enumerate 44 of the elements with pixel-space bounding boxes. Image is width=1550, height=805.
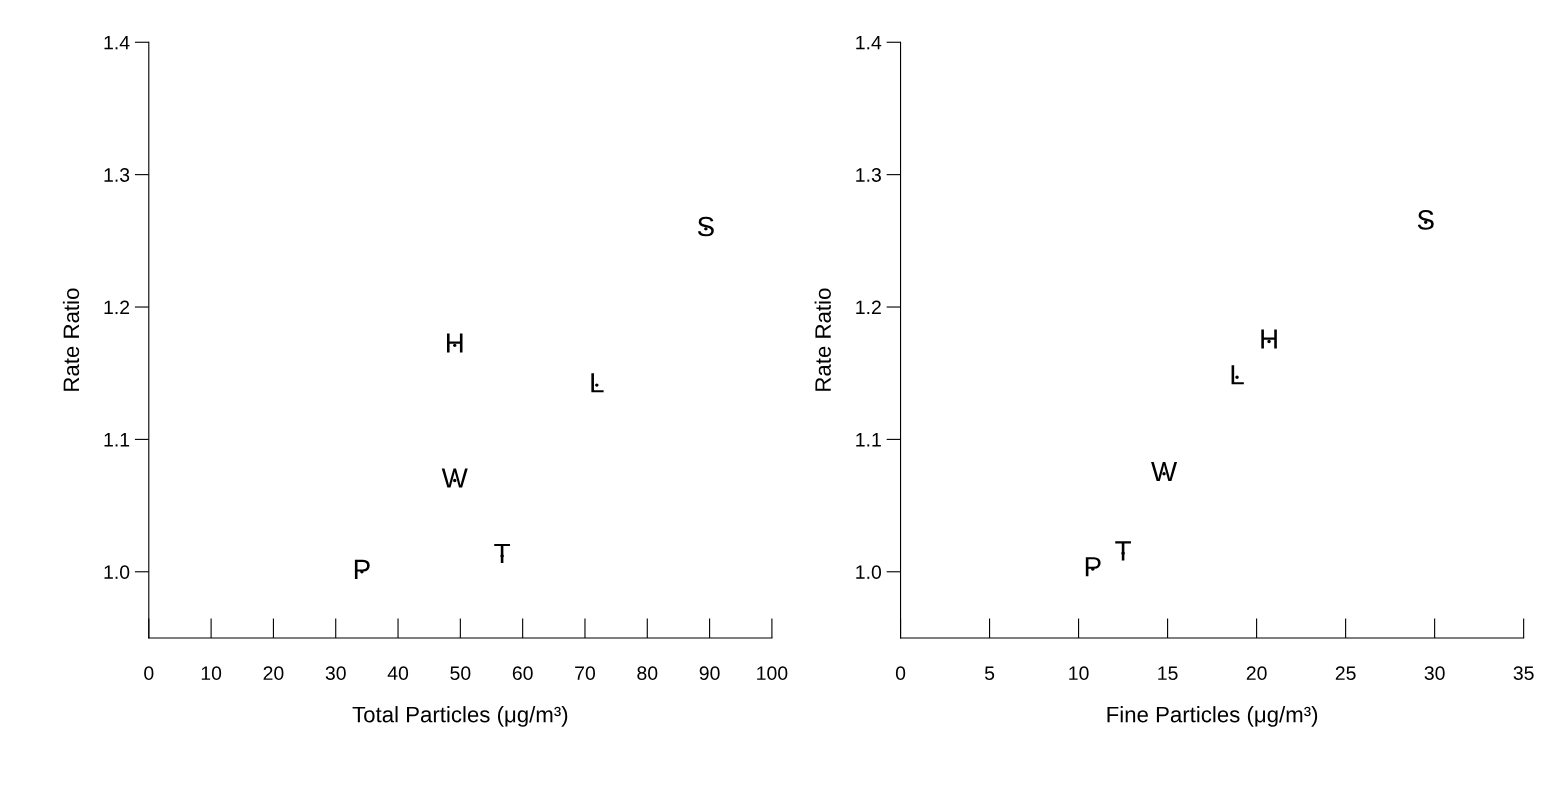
series-label: W (1151, 461, 1178, 481)
y-tick-label: 1.1 (104, 433, 130, 447)
series-label: L (1231, 365, 1244, 385)
series-label: H (1261, 329, 1277, 349)
series-label: L (591, 373, 604, 393)
x-tick-label: 10 (201, 666, 222, 681)
x-tick-label: 100 (757, 666, 788, 681)
x-tick-label: 40 (387, 666, 409, 681)
x-tick-label: 50 (450, 666, 471, 681)
y-tick-label: 1.2 (856, 300, 881, 315)
x-tick-label: 60 (512, 666, 533, 681)
x-tick-label: 30 (325, 666, 346, 681)
series-label: T (1115, 541, 1131, 561)
series-label: S (1417, 210, 1434, 230)
x-tick-label: 20 (263, 666, 284, 681)
x-axis-title: Total Particles (μg/m³) (352, 706, 568, 727)
series-label: W (441, 468, 468, 488)
y-tick-label: 1.1 (856, 433, 881, 447)
series-label: H (446, 333, 463, 353)
x-axis-title: Fine Particles (μg/m³) (1107, 706, 1318, 727)
y-tick-label: 1.3 (104, 168, 130, 182)
x-tick-label: 35 (1513, 666, 1534, 681)
x-tick-label: 30 (1424, 666, 1445, 681)
x-tick-label: 0 (144, 666, 154, 681)
y-tick-label: 1.4 (856, 35, 882, 50)
y-axis-title: Rate Ratio (62, 288, 80, 391)
x-tick-label: 0 (895, 666, 906, 681)
series-label: P (354, 559, 370, 579)
y-tick-label: 1.0 (104, 565, 130, 580)
x-tick-label: 90 (699, 666, 720, 681)
series-label: S (697, 216, 714, 237)
x-tick-label: 20 (1246, 666, 1267, 681)
x-tick-label: 5 (984, 666, 995, 681)
y-tick-label: 1.3 (856, 168, 881, 182)
x-tick-label: 80 (637, 666, 658, 681)
y-tick-label: 1.0 (856, 565, 882, 580)
x-tick-label: 15 (1158, 666, 1178, 681)
y-tick-label: 1.2 (104, 300, 130, 315)
y-axis-title: Rate Ratio (814, 288, 831, 391)
x-tick-label: 25 (1335, 666, 1356, 681)
series-label: P (1085, 557, 1101, 577)
x-tick-label: 70 (575, 666, 596, 681)
y-tick-label: 1.4 (104, 35, 130, 50)
x-tick-label: 10 (1069, 666, 1089, 681)
